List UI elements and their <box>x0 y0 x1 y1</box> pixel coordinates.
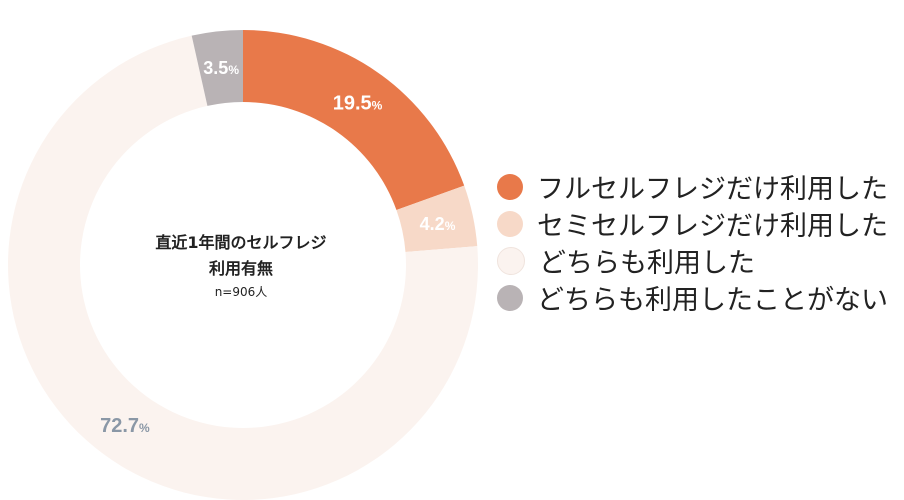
legend-swatch <box>497 284 523 311</box>
legend-swatch <box>497 173 523 200</box>
donut-slice <box>8 35 478 500</box>
legend-label: どちらも利用したことがない <box>537 285 888 316</box>
chart-legend: フルセルフレジだけ利用した セミセルフレジだけ利用した どちらも利用した どちら… <box>497 168 897 316</box>
donut-slice <box>243 30 465 210</box>
slice-value-label: 4.2% <box>420 214 456 234</box>
legend-item: どちらも利用したことがない <box>497 279 897 316</box>
center-sample-size: n=906人 <box>215 285 268 299</box>
legend-item: フルセルフレジだけ利用した <box>497 168 897 205</box>
legend-label: どちらも利用した <box>539 248 755 279</box>
donut-value-labels: 19.5% 4.2% 72.7% 3.5% <box>100 58 456 437</box>
legend-swatch <box>497 210 523 237</box>
donut-center: 直近1年間のセルフレジ 利用有無 n=906人 <box>155 233 326 299</box>
donut-slice <box>191 30 243 106</box>
legend-item: セミセルフレジだけ利用した <box>497 205 897 242</box>
center-title-line1: 直近1年間のセルフレジ <box>155 233 326 252</box>
legend-label: セミセルフレジだけ利用した <box>537 211 888 242</box>
slice-value-label: 3.5% <box>203 58 239 78</box>
slice-value-label: 19.5% <box>333 92 383 114</box>
slice-value-label: 72.7% <box>100 415 150 437</box>
legend-label: フルセルフレジだけ利用した <box>537 174 888 205</box>
donut-slice <box>396 185 478 252</box>
center-title-line2: 利用有無 <box>209 259 273 278</box>
legend-swatch <box>497 246 525 275</box>
donut-slices <box>8 30 478 500</box>
legend-item: どちらも利用した <box>497 242 897 279</box>
